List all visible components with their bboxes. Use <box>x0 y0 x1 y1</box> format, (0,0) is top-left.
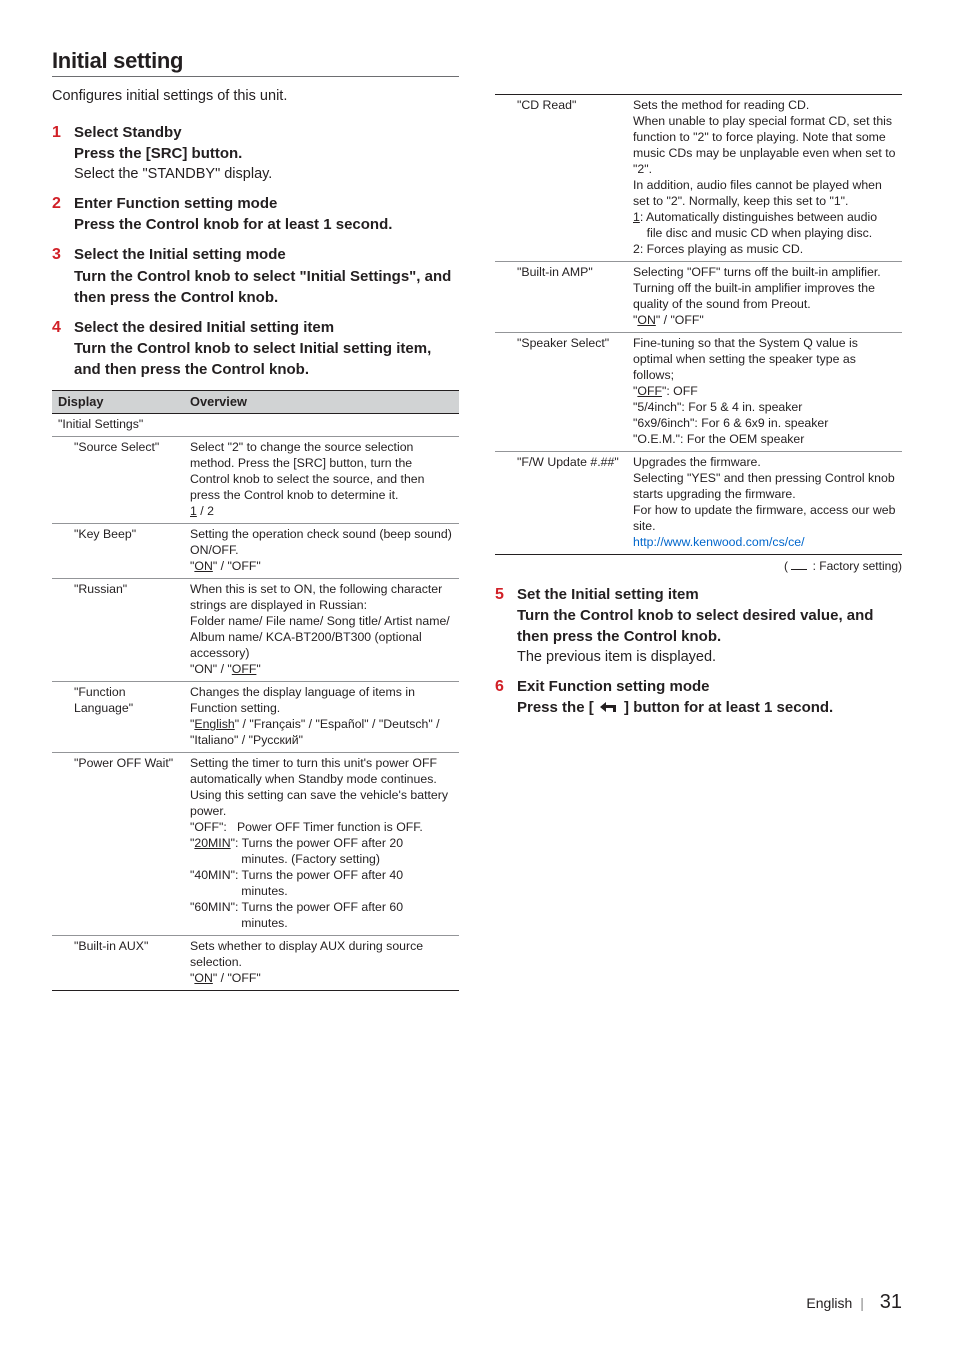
step-title: Set the Initial setting item <box>517 585 902 605</box>
step: 6 Exit Function setting modePress the [ ]… <box>495 677 902 718</box>
overview-cell: Upgrades the firmware.Selecting "YES" an… <box>627 451 902 554</box>
step: 2 Enter Function setting modePress the Co… <box>52 194 459 235</box>
display-cell: "Source Select" <box>52 437 184 524</box>
display-cell: "Speaker Select" <box>495 332 627 451</box>
display-cell: "CD Read" <box>495 95 627 262</box>
table1-header-display: Display <box>52 390 184 414</box>
section-title: Initial setting <box>52 48 459 74</box>
table-row: "Built-in AMP"Selecting "OFF" turns off … <box>495 261 902 332</box>
overview-cell: Sets whether to display AUX during sourc… <box>184 936 459 991</box>
overview-cell: When this is set to ON, the following ch… <box>184 579 459 682</box>
display-cell: "Key Beep" <box>52 524 184 579</box>
step: 3 Select the Initial setting modeTurn the… <box>52 245 459 307</box>
title-underline <box>52 76 459 77</box>
table-row: "Speaker Select"Fine-tuning so that the … <box>495 332 902 451</box>
step-plain: Select the "STANDBY" display. <box>74 164 459 184</box>
step-number: 4 <box>52 318 66 380</box>
display-cell: "Russian" <box>52 579 184 682</box>
intro-text: Configures initial settings of this unit… <box>52 87 459 107</box>
table-row: "Function Language"Changes the display l… <box>52 682 459 753</box>
table-row: "Russian"When this is set to ON, the fol… <box>52 579 459 682</box>
step-number: 6 <box>495 677 509 718</box>
step-title: Select the desired Initial setting item <box>74 318 459 338</box>
footer-page: 31 <box>880 1291 902 1313</box>
footer-lang: English <box>806 1295 852 1311</box>
table-row: "CD Read"Sets the method for reading CD.… <box>495 95 902 262</box>
steps-after: 5 Set the Initial setting itemTurn the Co… <box>495 585 902 719</box>
overview-cell: Setting the operation check sound (beep … <box>184 524 459 579</box>
step-number: 3 <box>52 245 66 307</box>
steps-before: 1Select StandbyPress the [SRC] button.Se… <box>52 123 459 380</box>
overview-cell: Setting the timer to turn this unit's po… <box>184 753 459 936</box>
step: 4 Select the desired Initial setting item… <box>52 318 459 380</box>
page-footer: English | 31 <box>806 1291 902 1314</box>
step: 1 Select StandbyPress the [SRC] button.Se… <box>52 123 459 185</box>
step-plain: The previous item is displayed. <box>517 647 902 667</box>
display-cell: "F/W Update #.##" <box>495 451 627 554</box>
table-row: "F/W Update #.##"Upgrades the firmware.S… <box>495 451 902 554</box>
overview-cell: Fine-tuning so that the System Q value i… <box>627 332 902 451</box>
footer-separator: | <box>860 1295 864 1311</box>
table-row: "Built-in AUX"Sets whether to display AU… <box>52 936 459 991</box>
step-sub: Turn the Control knob to select "Initial… <box>74 266 459 308</box>
right-column: "CD Read"Sets the method for reading CD.… <box>495 48 902 991</box>
step-sub: Turn the Control knob to select Initial … <box>74 338 459 380</box>
step-number: 5 <box>495 585 509 668</box>
step-title: Exit Function setting mode <box>517 677 902 697</box>
table-row: "Key Beep"Setting the operation check so… <box>52 524 459 579</box>
step-sub: Turn the Control knob to select desired … <box>517 605 902 647</box>
display-cell: "Built-in AMP" <box>495 261 627 332</box>
factory-note-text: : Factory setting) <box>813 559 902 573</box>
display-cell: "Function Language" <box>52 682 184 753</box>
step-number: 2 <box>52 194 66 235</box>
table1-header-overview: Overview <box>184 390 459 414</box>
step-sub: Press the [SRC] button. <box>74 143 459 164</box>
overview-cell: Selecting "OFF" turns off the built-in a… <box>627 261 902 332</box>
factory-setting-note: ( : Factory setting) <box>495 559 902 573</box>
display-cell: "Initial Settings" <box>52 414 184 437</box>
step-sub: Press the [ ] button for at least 1 seco… <box>517 697 902 718</box>
step-sub: Press the Control knob for at least 1 se… <box>74 214 459 235</box>
display-cell: "Built-in AUX" <box>52 936 184 991</box>
left-column: Initial setting Configures initial setti… <box>52 48 459 991</box>
step-number: 1 <box>52 123 66 185</box>
overview-cell <box>184 414 459 437</box>
display-cell: "Power OFF Wait" <box>52 753 184 936</box>
table-row: "Initial Settings" <box>52 414 459 437</box>
step-title: Select Standby <box>74 123 459 143</box>
overview-cell: Select "2" to change the source selectio… <box>184 437 459 524</box>
table-row: "Source Select"Select "2" to change the … <box>52 437 459 524</box>
step-title: Select the Initial setting mode <box>74 245 459 265</box>
table-row: "Power OFF Wait"Setting the timer to tur… <box>52 753 459 936</box>
settings-table-1: Display Overview "Initial Settings""Sour… <box>52 390 459 991</box>
settings-table-2: "CD Read"Sets the method for reading CD.… <box>495 94 902 555</box>
step-title: Enter Function setting mode <box>74 194 459 214</box>
overview-cell: Sets the method for reading CD.When unab… <box>627 95 902 262</box>
step: 5 Set the Initial setting itemTurn the Co… <box>495 585 902 668</box>
overview-cell: Changes the display language of items in… <box>184 682 459 753</box>
